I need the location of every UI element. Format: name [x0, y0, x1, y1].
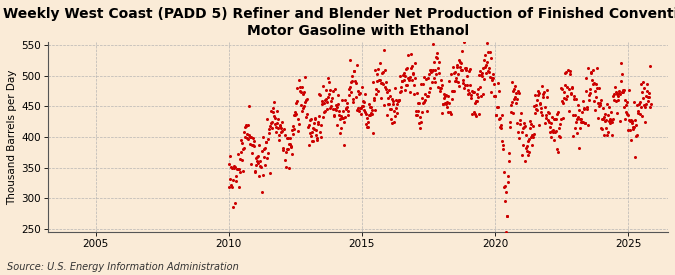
- Title: Weekly West Coast (PADD 5) Refiner and Blender Net Production of Finished Conven: Weekly West Coast (PADD 5) Refiner and B…: [3, 7, 675, 38]
- Y-axis label: Thousand Barrels per Day: Thousand Barrels per Day: [7, 69, 17, 205]
- Text: Source: U.S. Energy Information Administration: Source: U.S. Energy Information Administ…: [7, 262, 238, 272]
